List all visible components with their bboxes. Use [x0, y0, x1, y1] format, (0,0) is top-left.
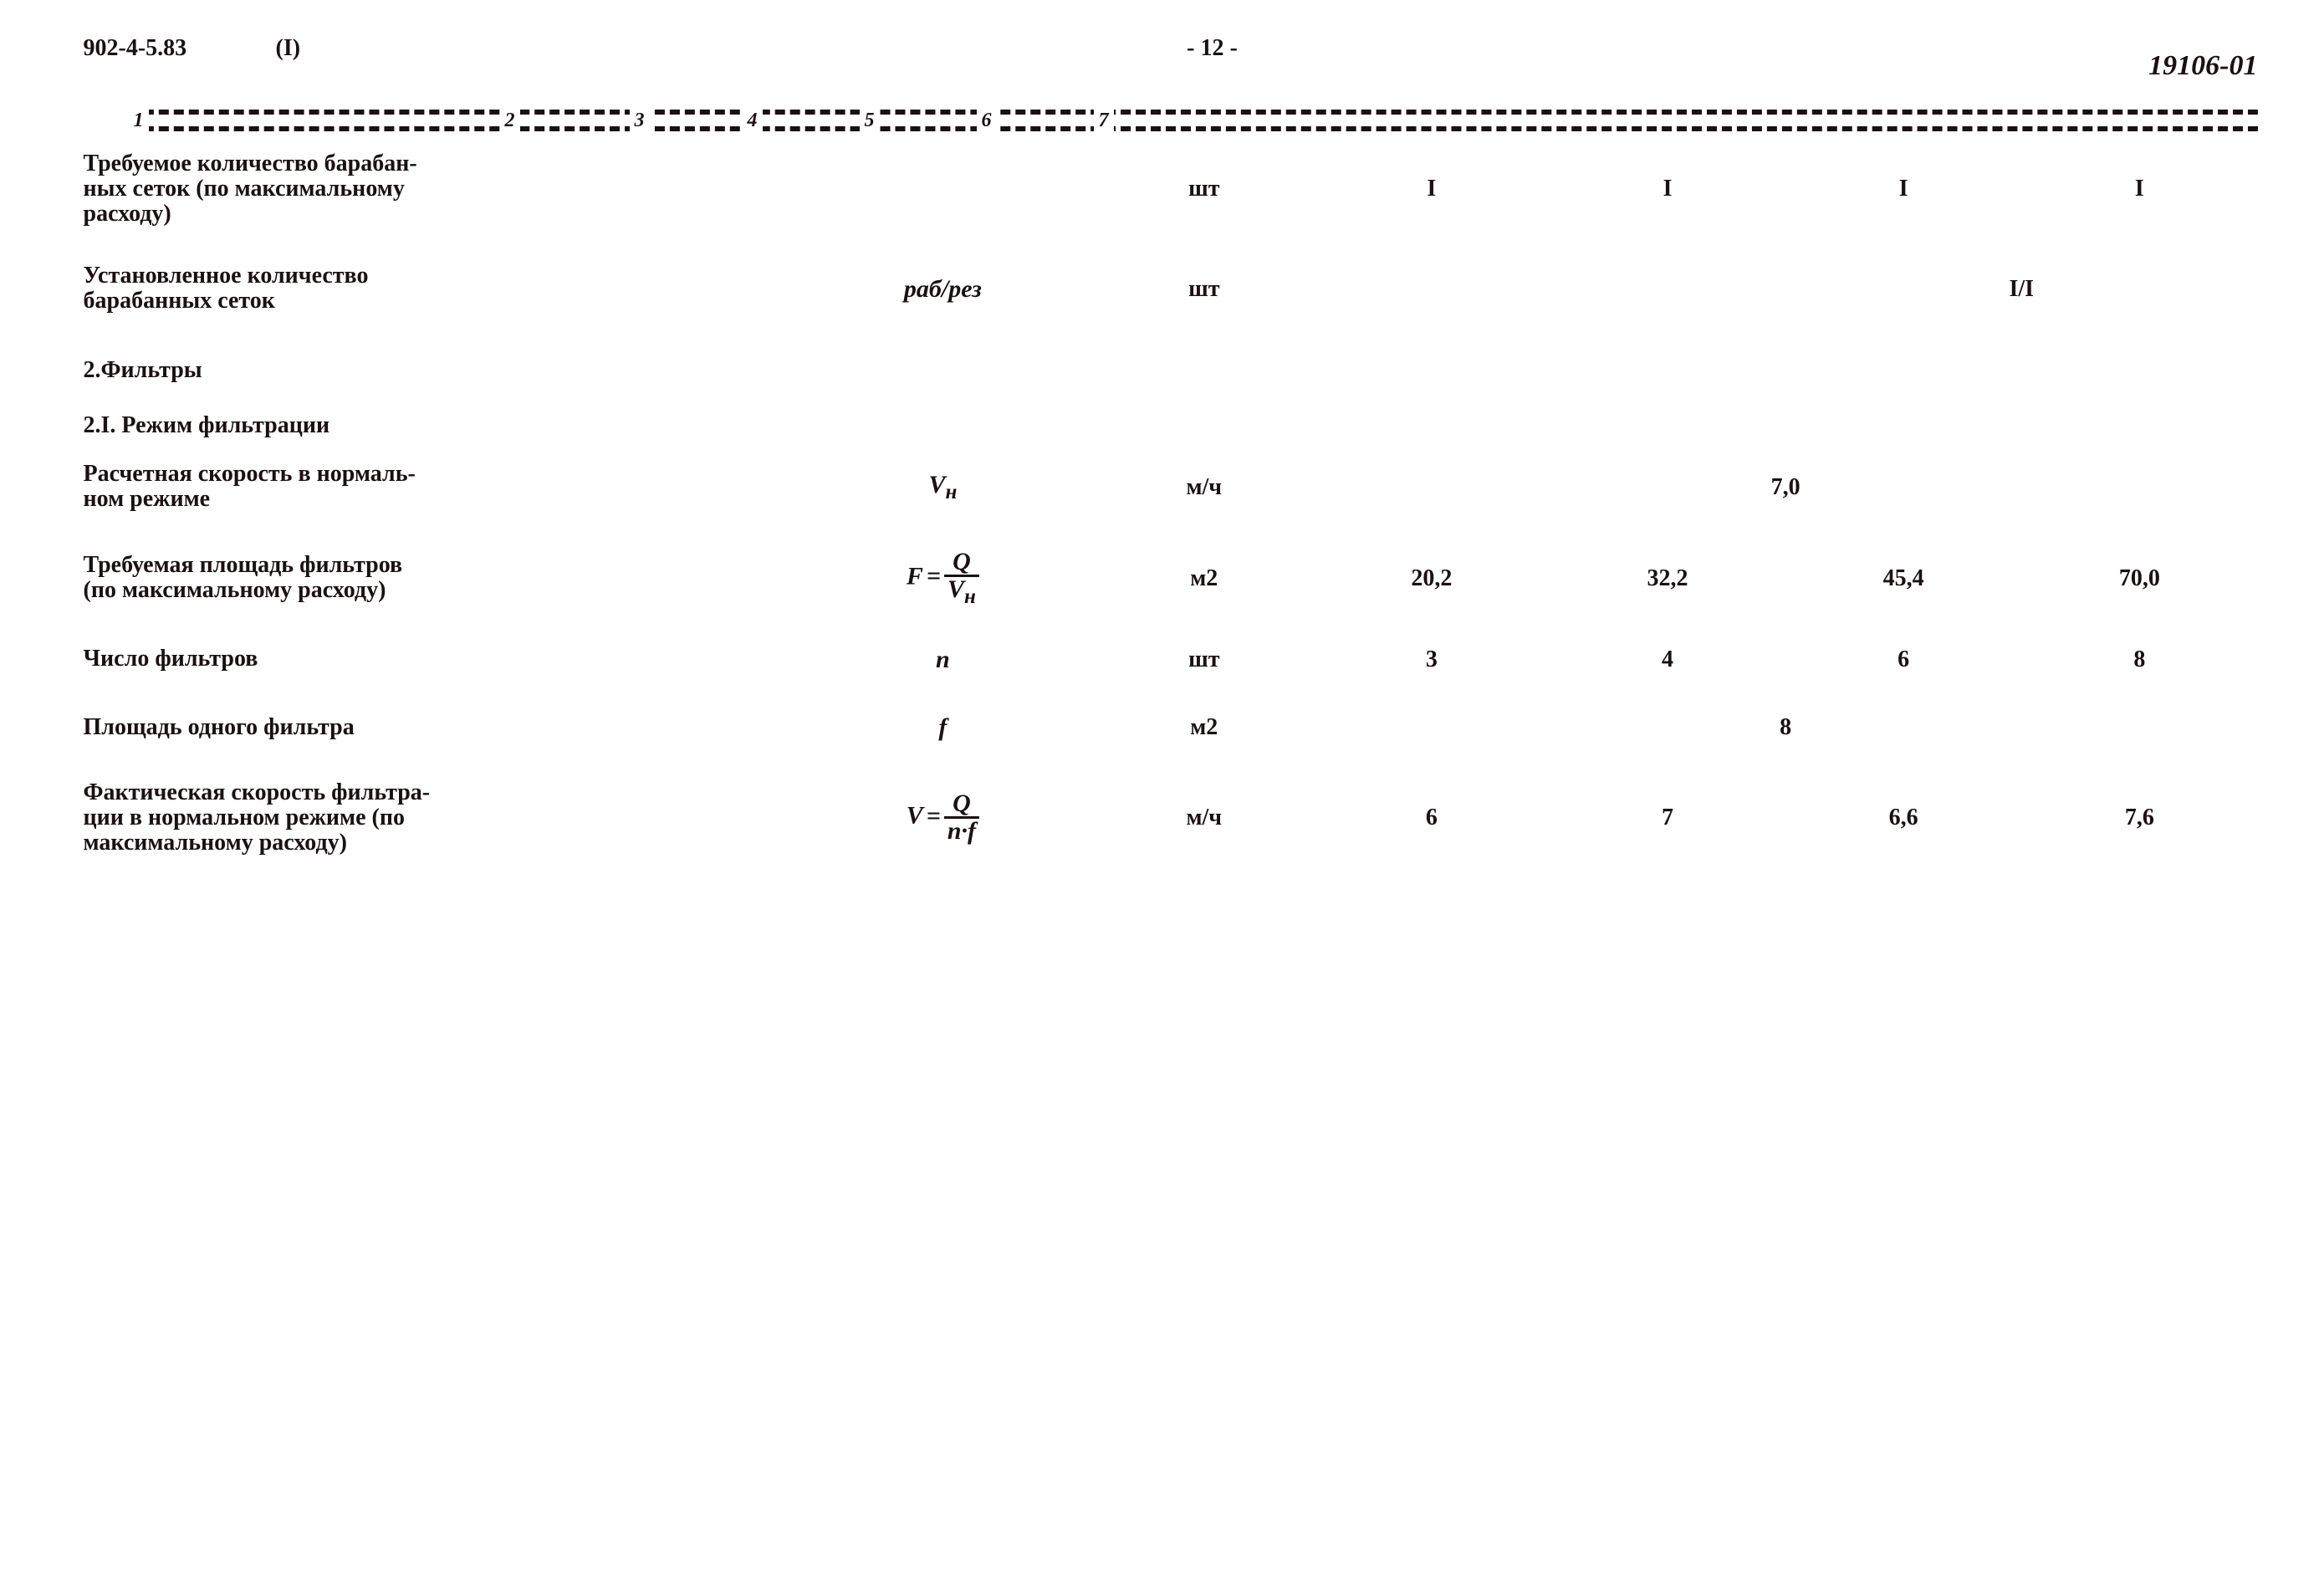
row-value: 7,0 [1550, 443, 2021, 530]
table-row: 2.Фильтры [84, 333, 2258, 388]
column-number-row: 1 2 3 4 5 6 7 [84, 108, 2258, 133]
row-symbol: f [791, 693, 1095, 762]
row-value: 7 [1550, 762, 1785, 875]
table-row: Установленное количествобарабанных сеток… [84, 245, 2258, 332]
row-value: 4 [1550, 626, 1785, 694]
row-value: 32,2 [1550, 531, 1785, 626]
table-row: 2.I. Режим фильтрации [84, 388, 2258, 443]
row-label: Установленное количествобарабанных сеток [84, 245, 792, 332]
doc-code-right: 19106-01 [2007, 49, 2258, 84]
row-symbol: n [791, 626, 1095, 694]
page-header: 902-4-5.83 (I) - 12 - 19106-01 [84, 33, 2258, 84]
row-value: 6 [1785, 626, 2021, 694]
row-value: 8 [2021, 626, 2257, 694]
row-unit: м/ч [1095, 762, 1314, 875]
row-value [1550, 245, 1785, 332]
row-value: 7,6 [2021, 762, 2257, 875]
col-6: 6 [977, 108, 997, 133]
col-2: 2 [500, 108, 520, 133]
row-symbol: V=Qn·f [791, 762, 1095, 875]
table-row: Требуемое количество барабан-ных сеток (… [84, 133, 2258, 246]
row-unit: м/ч [1095, 443, 1314, 530]
volume-roman: (I) [251, 33, 418, 63]
row-symbol [791, 133, 1095, 246]
calc-table: Требуемое количество барабан-ных сеток (… [84, 133, 2258, 875]
row-unit: шт [1095, 245, 1314, 332]
row-value: 3 [1314, 626, 1550, 694]
col-5: 5 [860, 108, 880, 133]
row-unit: м2 [1095, 531, 1314, 626]
row-label: Число фильтров [84, 626, 792, 694]
row-symbol: F=QVн [791, 531, 1095, 626]
page-number: - 12 - [418, 33, 2007, 63]
row-value: 8 [1314, 693, 2258, 762]
table-row: Площадь одного фильтраfм28 [84, 693, 2258, 762]
row-value: I [1785, 133, 2021, 246]
row-value: 20,2 [1314, 531, 1550, 626]
col-4: 4 [743, 108, 763, 133]
table-row: Фактическая скорость фильтра-ции в норма… [84, 762, 2258, 875]
row-unit: шт [1095, 626, 1314, 694]
row-label: Требуемое количество барабан-ных сеток (… [84, 133, 792, 246]
row-label: Требуемая площадь фильтров(по максимальн… [84, 531, 792, 626]
row-value [2021, 443, 2257, 530]
col-7: 7 [1094, 108, 1114, 133]
row-label: Расчетная скорость в нормаль-ном режиме [84, 443, 792, 530]
row-symbol: Vн [791, 443, 1095, 530]
row-label: Площадь одного фильтра [84, 693, 792, 762]
row-value: 70,0 [2021, 531, 2257, 626]
section-heading: 2.I. Режим фильтрации [84, 388, 2258, 443]
row-value: I [1314, 133, 1550, 246]
row-value: I/I [1785, 245, 2257, 332]
row-symbol: раб/рез [791, 245, 1095, 332]
page: 902-4-5.83 (I) - 12 - 19106-01 1 2 3 4 5… [84, 33, 2258, 874]
row-label: Фактическая скорость фильтра-ции в норма… [84, 762, 792, 875]
row-unit: шт [1095, 133, 1314, 246]
col-1: 1 [84, 108, 149, 133]
table-row: Число фильтровnшт3468 [84, 626, 2258, 694]
row-value: 6,6 [1785, 762, 2021, 875]
section-heading: 2.Фильтры [84, 333, 2258, 388]
doc-code-left: 902-4-5.83 [84, 33, 251, 63]
table-row: Расчетная скорость в нормаль-ном режимеV… [84, 443, 2258, 530]
row-value [1314, 245, 1550, 332]
row-value [1314, 443, 1550, 530]
row-unit: м2 [1095, 693, 1314, 762]
row-value: I [2021, 133, 2257, 246]
row-value: 6 [1314, 762, 1550, 875]
row-value: 45,4 [1785, 531, 2021, 626]
col-3: 3 [630, 108, 650, 133]
table-row: Требуемая площадь фильтров(по максимальн… [84, 531, 2258, 626]
row-value: I [1550, 133, 1785, 246]
